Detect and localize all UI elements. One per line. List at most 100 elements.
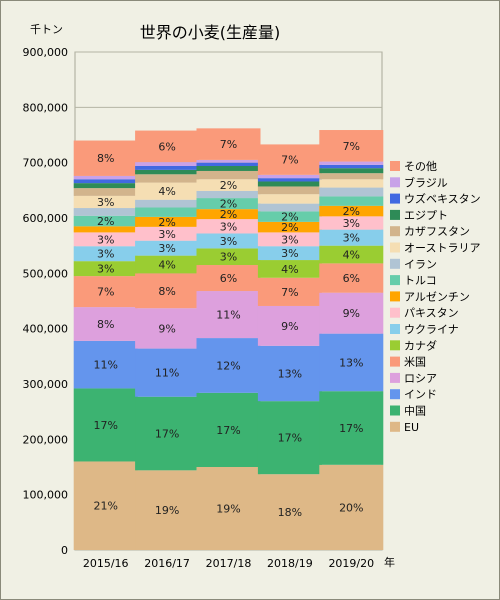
y-tick-label: 500,000 bbox=[23, 267, 69, 280]
data-label: 11% bbox=[155, 367, 179, 380]
bar-segment bbox=[196, 233, 261, 249]
data-label: 21% bbox=[93, 500, 117, 513]
bar-segment bbox=[135, 226, 200, 241]
data-label: 3% bbox=[220, 220, 237, 233]
data-label: 3% bbox=[158, 242, 175, 255]
bar-segment bbox=[319, 168, 384, 174]
legend-item: ウクライナ bbox=[390, 323, 459, 336]
bar-segment bbox=[73, 232, 138, 247]
bar-segment bbox=[319, 205, 384, 217]
data-label: 11% bbox=[93, 359, 117, 372]
bar-segment bbox=[257, 181, 322, 187]
data-label: 3% bbox=[281, 233, 298, 246]
legend-swatch bbox=[390, 405, 400, 416]
data-label: 2% bbox=[97, 215, 114, 228]
data-label: 7% bbox=[343, 140, 360, 153]
legend-item: エジプト bbox=[390, 209, 448, 222]
legend-label: カナダ bbox=[404, 338, 437, 352]
bar-segment bbox=[73, 276, 138, 308]
data-label: 4% bbox=[343, 249, 360, 262]
y-tick-label: 900,000 bbox=[23, 46, 69, 59]
bar-segment bbox=[257, 232, 322, 247]
bar-segment bbox=[257, 277, 322, 306]
data-label: 3% bbox=[220, 235, 237, 248]
bar-segment bbox=[73, 188, 138, 196]
legend-label: イラン bbox=[404, 258, 437, 271]
data-label: 2% bbox=[220, 208, 237, 221]
data-label: 2% bbox=[220, 198, 237, 211]
data-label: 9% bbox=[158, 322, 175, 335]
bar-stacks: 21%17%11%8%7%3%3%3%2%3%8%19%17%11%9%8%4%… bbox=[73, 128, 384, 550]
bar-segment bbox=[319, 464, 384, 550]
bar-segment bbox=[257, 178, 322, 182]
legend-swatch bbox=[390, 242, 400, 253]
y-tick-label: 200,000 bbox=[23, 433, 69, 446]
bar-segment bbox=[135, 470, 200, 550]
bar-segment bbox=[196, 162, 261, 166]
data-label: 7% bbox=[97, 286, 114, 299]
bar-segment bbox=[319, 263, 384, 293]
data-label: 19% bbox=[216, 503, 240, 516]
data-label: 3% bbox=[158, 228, 175, 241]
bar-segment bbox=[135, 240, 200, 256]
bar-segment bbox=[319, 196, 384, 206]
data-label: 4% bbox=[158, 185, 175, 198]
data-label: 17% bbox=[216, 424, 240, 437]
x-axis-ticks: 2015/16 2016/17 2017/18 2018/19 2019/20 bbox=[83, 557, 374, 570]
y-tick-label: 0 bbox=[61, 544, 68, 557]
bar-segment bbox=[135, 348, 200, 397]
bar-segment bbox=[257, 305, 322, 346]
legend-label: ウクライナ bbox=[404, 323, 459, 336]
bar-segment bbox=[73, 246, 138, 262]
legend-swatch bbox=[390, 209, 400, 220]
data-label: 2% bbox=[281, 211, 298, 224]
bar-segment bbox=[73, 175, 138, 180]
bar-segment bbox=[196, 190, 261, 199]
bar-segment bbox=[73, 208, 138, 216]
bar-segment bbox=[319, 164, 384, 169]
data-label: 7% bbox=[281, 286, 298, 299]
bar-segment bbox=[196, 198, 261, 210]
bar-segment bbox=[135, 308, 200, 349]
bar-segment bbox=[257, 203, 322, 212]
bar-segment bbox=[196, 392, 261, 467]
legend-item: その他 bbox=[390, 160, 437, 173]
y-axis-ticks: 0 100,000 200,000 300,000 400,000 500,000 600,… bbox=[23, 46, 69, 557]
legend: その他ブラジルウズベキスタンエジプトカザフスタンオーストラリアイラントルコアルゼ… bbox=[390, 160, 481, 434]
bar-segment bbox=[257, 144, 322, 175]
x-tick-label: 2015/16 bbox=[83, 557, 129, 570]
data-label: 3% bbox=[343, 217, 360, 230]
bar-segment bbox=[196, 291, 261, 339]
legend-item: カザフスタン bbox=[390, 225, 470, 238]
legend-label: アルゼンチン bbox=[404, 290, 470, 303]
bar-segment bbox=[196, 165, 261, 171]
legend-swatch bbox=[390, 372, 400, 383]
bar-segment bbox=[196, 248, 261, 266]
data-label: 3% bbox=[281, 247, 298, 260]
legend-item: ブラジル bbox=[390, 175, 448, 189]
bar-segment bbox=[257, 211, 322, 222]
data-label: 3% bbox=[97, 248, 114, 261]
bar-segment bbox=[319, 216, 384, 230]
data-label: 18% bbox=[278, 506, 302, 519]
legend-label: EU bbox=[404, 421, 419, 434]
bar-segment bbox=[135, 199, 200, 208]
bar-segment bbox=[135, 273, 200, 309]
legend-label: トルコ bbox=[404, 274, 437, 287]
y-axis-unit-label: 千トン bbox=[30, 23, 63, 36]
data-label: 2% bbox=[220, 179, 237, 192]
data-label: 8% bbox=[158, 285, 175, 298]
legend-swatch bbox=[390, 177, 400, 188]
bar-segment bbox=[257, 221, 322, 233]
x-tick-label: 2019/20 bbox=[328, 557, 374, 570]
data-label: 3% bbox=[97, 196, 114, 209]
bar-segment bbox=[196, 338, 261, 393]
bar-segment bbox=[319, 333, 384, 392]
bar-segment bbox=[319, 173, 384, 180]
legend-item: 米国 bbox=[390, 356, 426, 369]
x-tick-label: 2017/18 bbox=[206, 557, 252, 570]
bar-segment bbox=[135, 255, 200, 274]
bar-segment bbox=[257, 345, 322, 402]
bar-segment bbox=[73, 461, 138, 550]
